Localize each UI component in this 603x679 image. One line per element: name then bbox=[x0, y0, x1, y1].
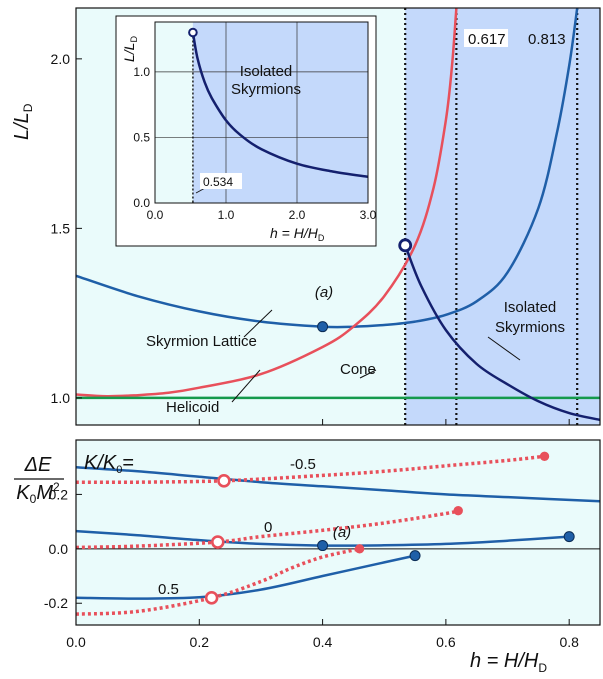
main-y-ticks: 1.0 1.5 2.0 bbox=[51, 51, 82, 406]
bottom-markers bbox=[204, 451, 575, 605]
bottom-xtick-label-1: 0.2 bbox=[190, 634, 210, 650]
bottom-marker-2 bbox=[210, 535, 225, 549]
main-marker-a-label: (a) bbox=[315, 284, 333, 301]
inset-y-ticks: 0.0 0.5 1.0 bbox=[133, 65, 150, 210]
main-x-ticks bbox=[75, 419, 570, 425]
inset-ytick-label-0: 0.0 bbox=[133, 196, 150, 210]
inset-marker-0 bbox=[188, 27, 198, 38]
bottom-y-axis-denominator: K0M2 bbox=[16, 480, 60, 506]
legend-title: K/K0= bbox=[84, 452, 134, 476]
bottom-x-axis-title: h = H/HD bbox=[470, 650, 547, 675]
inset-markers bbox=[188, 27, 198, 38]
inset-ytick-label-2: 1.0 bbox=[133, 65, 150, 79]
inset-xtick-label-0: 0.0 bbox=[147, 208, 164, 222]
inset-series-isolated-skyrmions bbox=[191, 32, 369, 179]
inset-xtick-label-2: 2.0 bbox=[289, 208, 306, 222]
inset-series bbox=[191, 32, 369, 179]
isolated-skyrmions-label: Isolated Skyrmions bbox=[495, 299, 565, 336]
bottom-marker-a-label: (a) bbox=[333, 524, 351, 541]
inset-xtick-label-3: 3.0 bbox=[360, 208, 377, 222]
skyrmion-lattice-leader bbox=[243, 309, 273, 338]
bottom-series-solid-0-5-4 bbox=[75, 554, 416, 600]
threshold-label-bg bbox=[464, 29, 508, 47]
bottom-series-solid-0-5-0 bbox=[75, 465, 601, 503]
skyrmion-lattice-label: Skyrmion Lattice bbox=[146, 333, 257, 350]
inset-x-axis-title: h = H/HD bbox=[270, 225, 325, 243]
bottom-x-ticks: 0.0 0.2 0.4 0.6 0.8 bbox=[66, 619, 579, 650]
main-y-axis-title: L/LD bbox=[11, 103, 35, 140]
helicoid-leader bbox=[231, 369, 261, 403]
bottom-marker-8 bbox=[409, 550, 421, 562]
main-series bbox=[75, 7, 601, 422]
inset-threshold-label: 0.534 bbox=[203, 175, 233, 189]
bottom-series-dotted-0-3 bbox=[75, 509, 459, 550]
bottom-series-dotted-0-5-5 bbox=[75, 547, 360, 616]
series-skyrmion-lattice bbox=[75, 7, 579, 329]
bottom-ytick-label-1: 0.0 bbox=[49, 541, 69, 557]
inset-x-ticks: 0.0 1.0 2.0 3.0 bbox=[147, 208, 377, 222]
isolated-skyrmions-leader bbox=[487, 336, 521, 361]
bottom-y-ticks: -0.2 0.0 0.2 bbox=[44, 486, 82, 611]
isolated-skyrmions-region bbox=[405, 8, 600, 425]
bottom-panel: -0.2 0.0 0.2 0.0 0.2 0.4 0.6 0.8 ΔE K0M2 K/K0=… bbox=[14, 439, 601, 675]
curve-label-neg05: -0.5 bbox=[290, 456, 316, 473]
bottom-y-axis-numerator: ΔE bbox=[24, 454, 52, 476]
bottom-marker-5 bbox=[563, 531, 575, 543]
threshold-label-0617: 0.617 bbox=[468, 31, 506, 48]
main-ytick-label-2: 2.0 bbox=[51, 51, 71, 67]
curve-label-0: 0 bbox=[264, 519, 272, 536]
bottom-xtick-label-3: 0.6 bbox=[436, 634, 456, 650]
inset-xtick-label-1: 1.0 bbox=[218, 208, 235, 222]
bottom-xtick-label-0: 0.0 bbox=[66, 634, 86, 650]
bottom-ytick-label-2: 0.2 bbox=[49, 486, 69, 502]
cone-label: Cone bbox=[340, 361, 376, 378]
inset-plot-frame bbox=[154, 21, 369, 204]
bottom-frame bbox=[75, 439, 601, 626]
inset-grid bbox=[155, 22, 368, 203]
curve-label-05: 0.5 bbox=[158, 581, 179, 598]
inset-y-axis-title: L/LD bbox=[121, 36, 139, 62]
cone-leader bbox=[359, 369, 377, 379]
inset-isolated-label: Isolated Skyrmions bbox=[231, 63, 301, 98]
main-frame bbox=[75, 7, 601, 426]
inset-threshold-bg bbox=[200, 173, 242, 189]
helicoid-label: Helicoid bbox=[166, 399, 219, 416]
series-helicoid bbox=[75, 7, 458, 398]
bottom-plot-background bbox=[76, 440, 600, 625]
bottom-xtick-label-2: 0.4 bbox=[313, 634, 333, 650]
bottom-series-dotted-0-5-1 bbox=[75, 454, 545, 485]
main-marker-1 bbox=[398, 238, 413, 253]
bottom-ytick-label-0: -0.2 bbox=[44, 595, 68, 611]
bottom-marker-0 bbox=[217, 474, 231, 488]
main-ytick-label-0: 1.0 bbox=[51, 390, 71, 406]
threshold-label-0813: 0.813 bbox=[528, 31, 566, 48]
bottom-marker-7 bbox=[354, 544, 365, 554]
main-marker-0 bbox=[317, 321, 329, 333]
series-isolated-skyrmions bbox=[404, 244, 601, 422]
bottom-marker-4 bbox=[317, 540, 329, 552]
bottom-xtick-label-4: 0.8 bbox=[559, 634, 579, 650]
inset-ytick-label-1: 0.5 bbox=[133, 130, 150, 144]
main-markers bbox=[317, 238, 413, 333]
bottom-series bbox=[75, 454, 601, 616]
inset-panel: 0.0 0.5 1.0 0.0 1.0 2.0 3.0 L/LD h = H/HD Iso… bbox=[115, 15, 377, 247]
main-ytick-label-1: 1.5 bbox=[51, 220, 71, 236]
bottom-marker-3 bbox=[453, 506, 463, 516]
bottom-marker-1 bbox=[539, 451, 550, 462]
bottom-marker-6 bbox=[204, 590, 219, 605]
